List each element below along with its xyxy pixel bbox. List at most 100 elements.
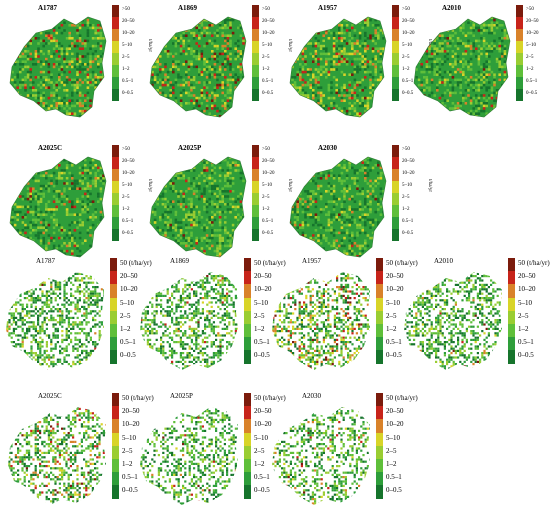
erosion-cell: [190, 60, 193, 63]
erosion-cell: [315, 16, 318, 19]
erosion-cell: [27, 211, 30, 214]
erosion-cell: [221, 86, 224, 89]
erosion-cell: [341, 42, 344, 45]
erosion-cell: [190, 53, 193, 56]
erosion-cell: [100, 102, 103, 105]
erosion-cell: [354, 66, 357, 69]
legend-label: 0.5–1: [122, 79, 133, 84]
legend-label: 2–5: [526, 55, 534, 60]
erosion-cell: [167, 112, 170, 115]
erosion-cell: [341, 55, 344, 58]
erosion-cell: [198, 92, 201, 95]
erosion-cell: [193, 42, 196, 45]
erosion-cell: [333, 19, 336, 22]
erosion-cell: [480, 89, 483, 92]
erosion-cell: [387, 21, 388, 24]
erosion-cell: [50, 237, 53, 240]
erosion-cell: [485, 24, 488, 27]
erosion-cell: [29, 232, 32, 235]
erosion-cell: [94, 45, 97, 48]
erosion-cell: [100, 89, 103, 92]
erosion-cell: [48, 79, 51, 82]
erosion-cell: [216, 71, 219, 74]
erosion-cell: [206, 66, 209, 69]
erosion-cell: [94, 29, 97, 32]
erosion-cell: [11, 79, 14, 82]
erosion-cell: [322, 47, 325, 50]
erosion-cell: [42, 242, 45, 245]
erosion-cell: [410, 11, 413, 14]
erosion-cell: [71, 221, 74, 224]
erosion-cell: [234, 154, 237, 157]
erosion-cell: [459, 84, 462, 87]
erosion-cell: [294, 107, 297, 110]
erosion-cell: [71, 27, 74, 30]
erosion-cell: [87, 81, 90, 84]
erosion-cell: [100, 55, 103, 58]
erosion-cell: [467, 53, 470, 56]
erosion-cell: [330, 66, 333, 69]
erosion-cell: [338, 60, 341, 63]
erosion-cell: [24, 99, 27, 102]
erosion-cell: [206, 84, 209, 87]
erosion-cell: [206, 156, 209, 159]
erosion-cell: [224, 63, 227, 66]
erosion-cell: [504, 110, 507, 113]
erosion-cell: [377, 37, 380, 40]
erosion-cell: [74, 239, 77, 242]
erosion-cell: [509, 71, 512, 74]
erosion-cell: [16, 174, 19, 177]
erosion-cell: [315, 55, 318, 58]
erosion-cell: [63, 71, 66, 74]
erosion-cell: [107, 226, 108, 229]
erosion-cell: [61, 16, 64, 19]
erosion-cell: [219, 29, 222, 32]
erosion-cell: [242, 11, 245, 14]
erosion-cell: [81, 187, 84, 190]
erosion-cell: [309, 71, 312, 74]
erosion-cell: [149, 55, 152, 58]
erosion-cell: [240, 42, 243, 45]
erosion-cell: [84, 203, 87, 206]
erosion-cell: [420, 102, 423, 105]
erosion-cell: [335, 118, 338, 121]
erosion-cell: [423, 29, 426, 32]
erosion-cell: [431, 58, 434, 61]
erosion-cell: [37, 99, 40, 102]
erosion-cell: [66, 208, 69, 211]
erosion-cell: [491, 37, 494, 40]
erosion-cell: [294, 92, 297, 95]
erosion-cell: [45, 185, 48, 188]
erosion-cell: [58, 174, 61, 177]
erosion-cell: [338, 63, 341, 66]
erosion-cell: [50, 154, 53, 157]
erosion-cell: [37, 112, 40, 115]
erosion-cell: [167, 21, 170, 24]
erosion-cell: [224, 53, 227, 56]
erosion-cell: [247, 37, 248, 40]
erosion-cell: [94, 84, 97, 87]
erosion-cell: [433, 63, 436, 66]
erosion-cell: [40, 239, 43, 242]
erosion-cell: [498, 107, 501, 110]
erosion-cell: [431, 60, 434, 63]
erosion-cell: [245, 115, 248, 118]
erosion-cell: [107, 115, 108, 118]
erosion-cell: [454, 21, 457, 24]
erosion-cell: [45, 167, 48, 170]
erosion-cell: [159, 16, 162, 19]
erosion-cell: [100, 185, 103, 188]
erosion-cell: [374, 37, 377, 40]
erosion-cell: [449, 34, 452, 37]
erosion-cell: [19, 164, 22, 167]
erosion-cell: [105, 193, 108, 196]
erosion-cell: [40, 120, 43, 121]
erosion-cell: [29, 190, 32, 193]
erosion-cell: [374, 110, 377, 113]
erosion-cell: [19, 112, 22, 115]
erosion-cell: [53, 14, 56, 17]
erosion-cell: [97, 239, 100, 242]
erosion-cell: [413, 102, 416, 105]
erosion-cell: [198, 55, 201, 58]
erosion-cell: [195, 58, 198, 61]
